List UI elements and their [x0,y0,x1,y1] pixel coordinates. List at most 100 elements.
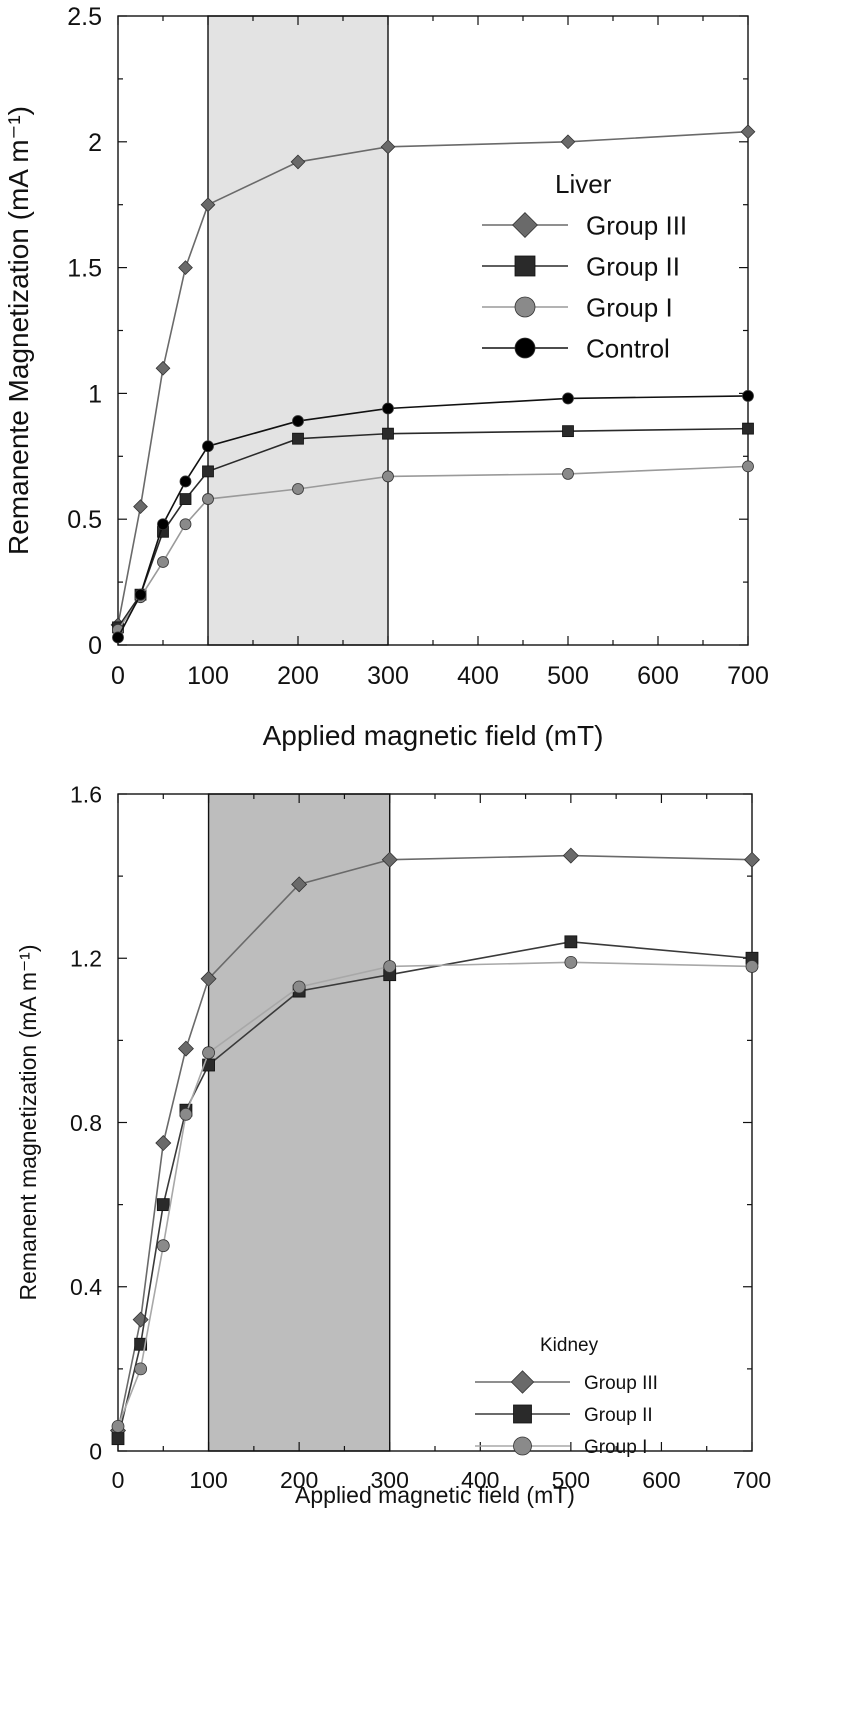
series-group-i [111,955,759,1433]
x-tick-label: 600 [642,1467,680,1493]
data-point [200,970,217,987]
data-point [290,154,306,170]
legend-title: Kidney [540,1335,599,1356]
data-point [179,475,192,488]
data-point [382,402,394,415]
x-tick-label: 100 [187,662,229,690]
y-tick-label: 0 [88,632,102,660]
x-tick-label: 600 [637,662,679,690]
data-point [381,851,398,868]
legend: Kidney Group III Group II Group I [475,1335,658,1458]
legend-label: Group I [584,1437,647,1458]
x-axis-label: Applied magnetic field (mT) [295,1482,575,1508]
y-tick-label: 2 [88,129,102,157]
x-tick-label: 200 [277,662,319,690]
data-point [155,360,171,376]
y-tick-label: 0 [89,1438,102,1464]
data-point [202,1046,215,1060]
legend-marker [513,1404,532,1424]
data-point [291,876,308,893]
data-point [202,440,214,453]
data-point [742,460,754,473]
data-point [564,935,578,949]
x-tick-label: 400 [457,662,499,690]
data-point [292,415,304,427]
legend-label: Group III [586,210,687,240]
data-point [157,556,169,568]
data-point [179,493,192,505]
data-point [740,124,756,140]
data-point [155,1135,172,1152]
shaded-region [207,793,391,1452]
data-point [156,1198,170,1212]
data-point [202,493,214,505]
x-tick-label: 300 [371,1467,409,1493]
data-point [382,427,394,440]
legend-marker [513,1436,532,1456]
data-point [178,260,193,275]
y-tick-label: 1.6 [70,781,102,807]
data-point [380,139,396,155]
series-control [112,390,754,644]
y-tick-label: 1.5 [67,255,102,283]
data-point [179,1107,193,1121]
x-tick-label: 700 [733,1467,771,1493]
y-tick-label: 1.2 [70,946,102,972]
data-point [134,1362,148,1376]
data-point [134,588,147,601]
legend-label: Group III [584,1373,658,1394]
legend-label: Group II [584,1405,653,1426]
x-tick-label: 100 [189,1467,227,1493]
data-point [745,960,759,973]
data-point [742,422,754,435]
data-point [157,518,169,531]
legend-marker [514,337,536,359]
data-point [200,197,216,213]
y-tick-label: 1 [88,380,102,408]
data-point [134,1337,148,1351]
data-point [292,483,304,495]
data-point [292,980,306,994]
legend-label: Group I [586,292,673,322]
shaded-region [207,15,389,646]
legend-marker [510,1370,535,1394]
y-tick-label: 0.5 [67,506,102,534]
data-point [564,955,578,969]
data-point [560,134,576,150]
data-point [562,425,574,438]
liver-chart: 0 100 200 300 400 500 600 700 0 0.5 1 1.5 2 2.5 Applie… [3,3,769,751]
data-point [292,432,304,445]
x-tick-label: 200 [280,1467,318,1493]
x-tick-label: 0 [112,1467,125,1493]
x-tick-label: 400 [461,1467,499,1493]
legend-label: Control [586,333,670,363]
legend-marker [512,212,538,238]
legend: Liver Group III Group II Group I Control [482,169,687,363]
data-point [179,518,192,531]
y-tick-label: 2.5 [67,3,102,31]
y-tick-label: 0.4 [70,1274,102,1300]
x-axis-label: Applied magnetic field (mT) [263,720,604,751]
data-point [111,1419,125,1433]
x-tick-label: 0 [111,662,125,690]
y-axis-label: Remanente Magnetization (mA m⁻¹) [3,106,34,555]
legend-marker [514,255,536,277]
data-point [562,847,579,864]
data-point [133,499,148,515]
y-tick-label: 0.8 [70,1110,102,1136]
y-axis-label: Remanent magnetization (mA m⁻¹) [15,945,41,1301]
data-point [177,1040,194,1057]
x-tick-label: 500 [547,662,589,690]
legend-label: Group II [586,251,680,281]
data-point [562,468,574,480]
data-point [383,960,397,973]
legend-marker [514,296,536,318]
data-point [156,1239,170,1253]
x-tick-label: 300 [367,662,409,690]
data-point [111,1432,125,1446]
data-point [743,851,761,868]
data-point [562,392,574,405]
data-point [382,470,394,483]
